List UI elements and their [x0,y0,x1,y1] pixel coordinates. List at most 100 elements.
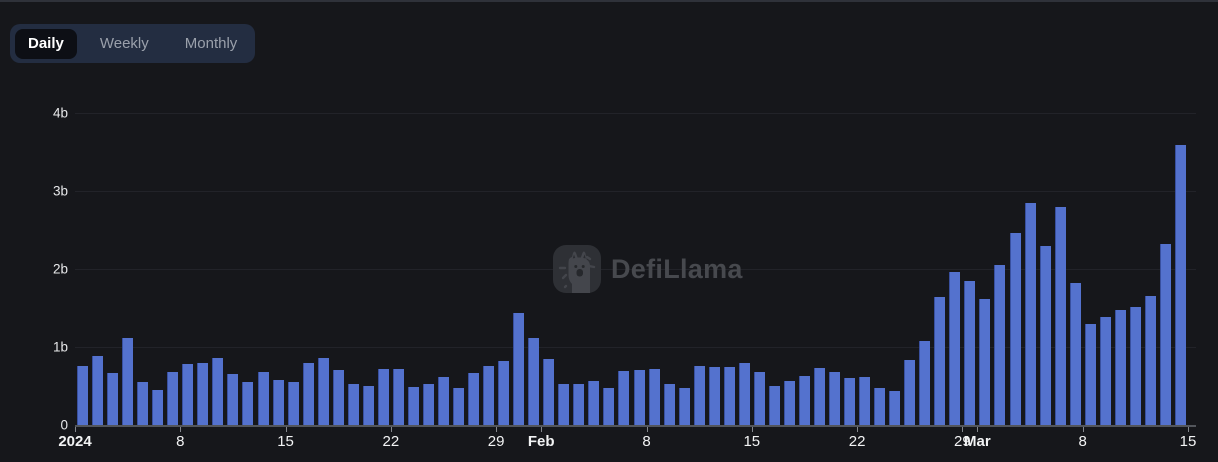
x-axis-label: 22 [848,433,866,450]
gridline [75,191,1196,192]
bar[interactable] [1009,233,1021,425]
x-axis-tick [390,427,392,432]
tab-monthly[interactable]: Monthly [172,29,251,59]
bar[interactable] [1024,203,1036,425]
bar[interactable] [167,372,179,425]
bar[interactable] [122,338,134,425]
bar[interactable] [1069,283,1081,425]
bar[interactable] [588,381,600,425]
bar[interactable] [798,376,810,425]
x-axis-tick [977,427,979,432]
bar[interactable] [1084,324,1096,425]
bar[interactable] [889,391,901,425]
gridline [75,113,1196,114]
bar[interactable] [227,374,239,425]
bar[interactable] [618,371,630,425]
bar[interactable] [137,382,149,425]
bar[interactable] [813,368,825,425]
bar[interactable] [603,388,615,425]
bar[interactable] [302,363,314,425]
bar[interactable] [212,358,224,425]
x-axis-tick [541,427,543,432]
bar[interactable] [964,281,976,425]
bar[interactable] [362,386,374,425]
bar[interactable] [257,372,269,425]
bar[interactable] [498,361,510,425]
x-axis-tick [496,427,498,432]
x-axis-tick [1082,427,1084,432]
bar[interactable] [1114,310,1126,425]
tab-weekly[interactable]: Weekly [87,29,162,59]
x-axis-label: Mar [964,433,991,450]
bar[interactable] [753,372,765,425]
x-axis-tick [1187,427,1189,432]
bar[interactable] [483,366,495,425]
bar[interactable] [648,369,660,425]
x-axis-label: 8 [1078,433,1087,450]
bar[interactable] [1039,246,1051,425]
x-axis-tick [646,427,648,432]
bar[interactable] [1159,244,1171,425]
tab-daily[interactable]: Daily [15,28,77,59]
bar[interactable] [182,364,194,425]
bar[interactable] [904,360,916,425]
x-axis-label: 15 [277,433,294,450]
bar[interactable] [1099,317,1111,425]
bar[interactable] [242,382,254,425]
x-axis-label: 8 [642,433,651,450]
bar[interactable] [708,367,720,425]
bar[interactable] [152,390,164,425]
bar[interactable] [77,366,89,425]
bar[interactable] [783,381,795,425]
bar[interactable] [317,358,329,425]
bar[interactable] [1054,207,1066,425]
bar[interactable] [678,388,690,425]
bar[interactable] [723,367,735,425]
x-axis-label: 29 [954,433,971,450]
bar[interactable] [844,378,856,425]
bar[interactable] [468,373,480,425]
x-axis-tick [285,427,287,432]
gridline [75,347,1196,348]
bar[interactable] [768,386,780,425]
bar[interactable] [633,370,645,425]
bar[interactable] [392,369,404,425]
bar[interactable] [453,388,465,425]
bar[interactable] [663,384,675,425]
y-axis-label: 4b [52,105,68,121]
bar[interactable] [934,297,946,425]
bar[interactable] [543,359,555,425]
bar[interactable] [949,272,961,425]
bar[interactable] [422,384,434,425]
bar[interactable] [437,377,449,425]
bar[interactable] [287,382,299,425]
bar[interactable] [197,363,209,425]
bar[interactable] [377,369,389,425]
bar[interactable] [919,341,931,425]
x-axis-label: 2024 [58,433,92,450]
bar[interactable] [1144,296,1156,425]
bar[interactable] [1129,307,1141,425]
bar[interactable] [407,387,419,425]
bar[interactable] [829,372,841,425]
bar[interactable] [332,370,344,425]
bar[interactable] [107,373,119,425]
bar[interactable] [1174,145,1186,425]
bar[interactable] [272,380,284,425]
bar[interactable] [92,356,104,425]
bar[interactable] [558,384,570,425]
bar[interactable] [859,377,871,425]
bar[interactable] [874,388,886,425]
bar[interactable] [513,313,525,425]
x-axis-tick [180,427,182,432]
bar[interactable] [347,384,359,425]
bar[interactable] [738,363,750,425]
bar[interactable] [693,366,705,425]
x-axis-label: 29 [487,433,505,450]
bar[interactable] [573,384,585,425]
bar[interactable] [994,265,1006,425]
bar[interactable] [528,338,540,425]
bar[interactable] [979,299,991,425]
x-axis-line [75,424,1196,427]
